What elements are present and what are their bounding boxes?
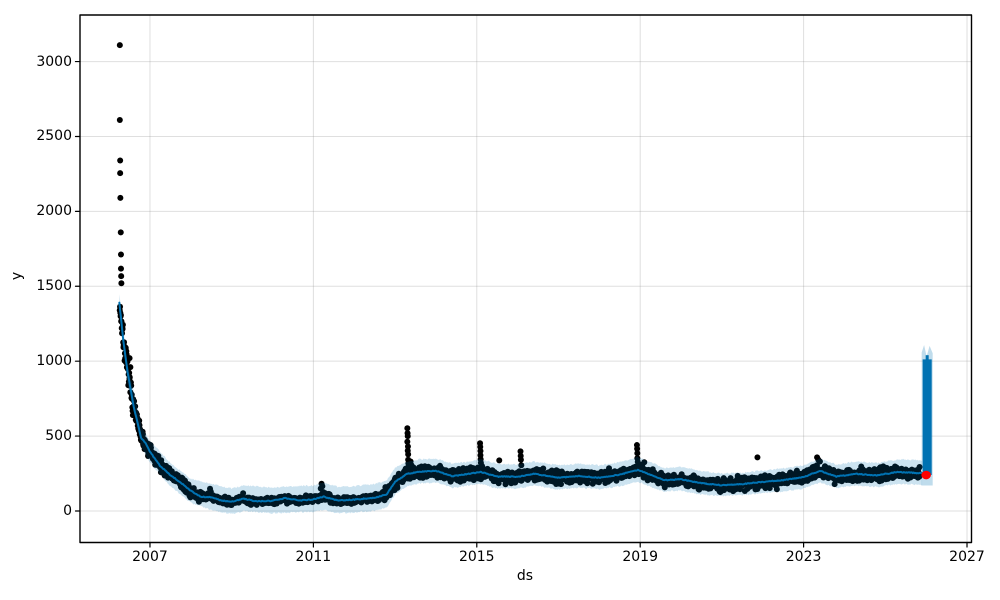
x-axis-label: ds [517,568,533,584]
y-axis-label: y [9,272,25,280]
forecast-chart-canvas [0,0,1000,600]
prophet-forecast-figure: 2007201120152019202320270500100015002000… [0,0,1000,600]
